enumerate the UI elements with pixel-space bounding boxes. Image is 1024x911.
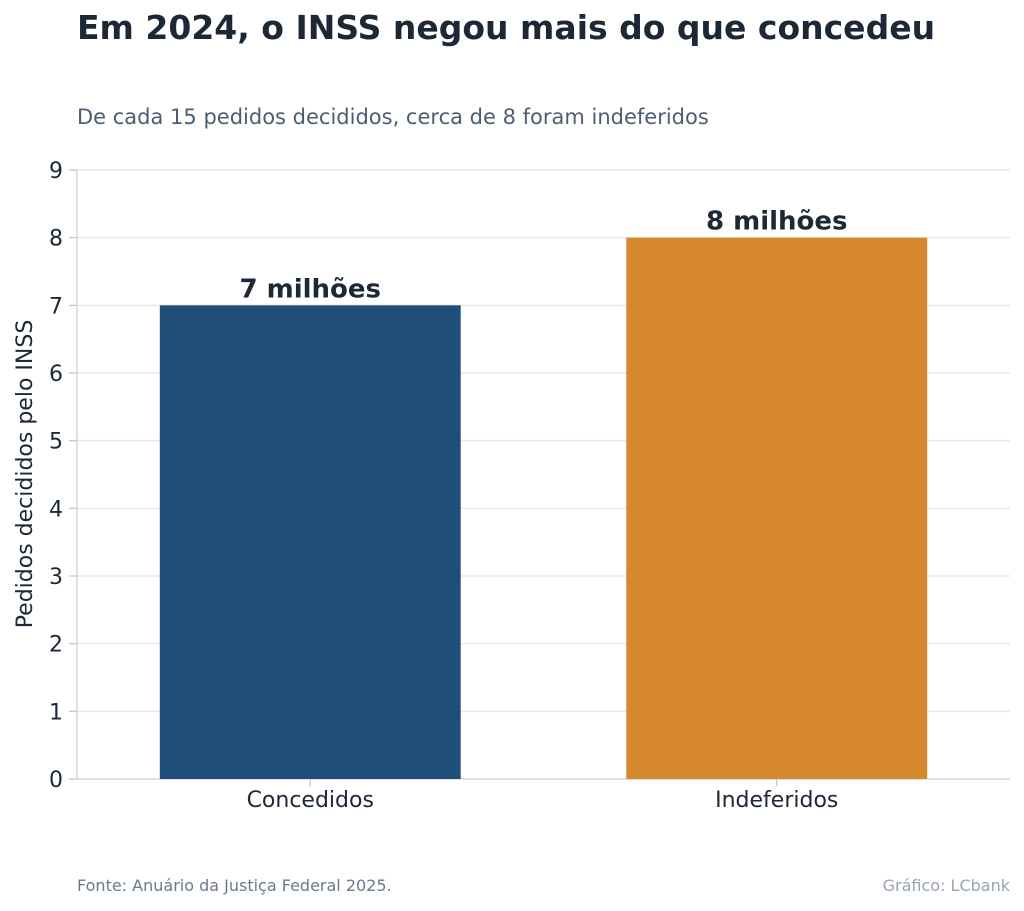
y-tick-label: 5	[49, 430, 63, 455]
y-tick-label: 4	[49, 497, 63, 522]
source-note: Fonte: Anuário da Justiça Federal 2025.	[77, 876, 392, 895]
labels: 7 milhões 8 milhões	[239, 207, 847, 305]
bars	[159, 237, 928, 779]
data-label: 8 milhões	[706, 207, 848, 237]
bar-concedidos	[159, 305, 461, 779]
y-tick-label: 3	[49, 565, 63, 590]
data-label: 7 milhões	[239, 274, 381, 304]
y-tick-label: 2	[49, 633, 63, 658]
y-tick-label: 7	[49, 294, 63, 319]
chart-subtitle: De cada 15 pedidos decididos, cerca de 8…	[77, 105, 709, 129]
y-tick-label: 6	[49, 362, 63, 387]
y-tick-label: 0	[49, 768, 63, 793]
y-axis-label: Pedidos decididos pelo INSS	[13, 320, 38, 629]
y-tick-label: 1	[49, 700, 63, 725]
y-tick-label: 8	[49, 227, 63, 252]
chart-title: Em 2024, o INSS negou mais do que conced…	[77, 8, 936, 47]
y-tick-label: 9	[49, 159, 63, 184]
bar-indeferidos	[626, 237, 928, 779]
axes: 0 1 2 3 4 5 6 7 8 9 Concedidos Indeferidos	[49, 159, 1010, 813]
x-tick-label: Concedidos	[247, 788, 374, 813]
x-tick-label: Indeferidos	[715, 788, 838, 813]
chart-credit: Gráfico: LCbank	[882, 876, 1010, 895]
